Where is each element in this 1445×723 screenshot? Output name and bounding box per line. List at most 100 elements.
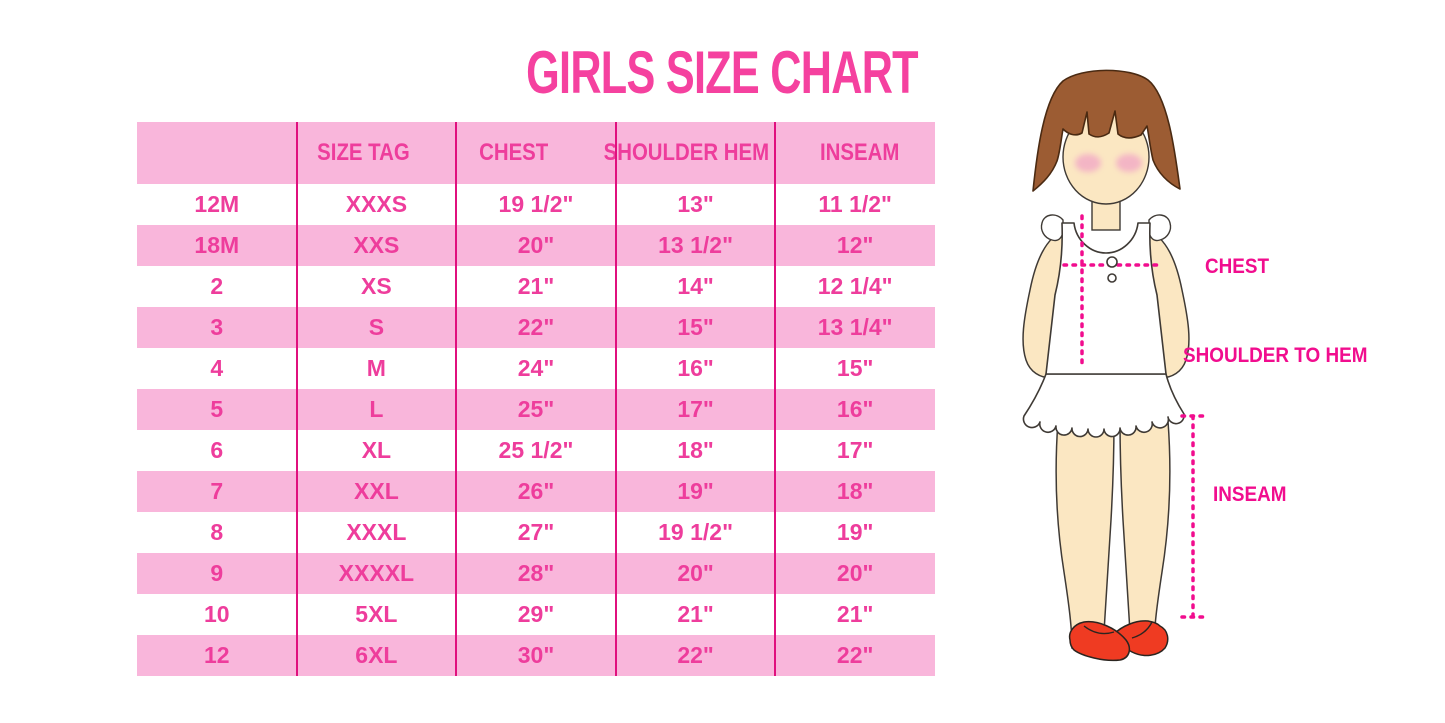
table-cell: 18M	[194, 232, 240, 258]
table-row: 18M XXS 20" 13 1/2" 12"	[137, 225, 935, 266]
table-cell: 18"	[836, 478, 874, 504]
table-cell: 22"	[517, 314, 555, 340]
table-row: 4 M 24" 16" 15"	[137, 348, 935, 389]
table-row: 9 XXXXL 28" 20" 20"	[137, 553, 935, 594]
skirt	[1022, 373, 1185, 438]
table-cell: 6XL	[355, 642, 398, 668]
table-cell: 12	[204, 642, 230, 668]
left-shoe	[1068, 620, 1131, 662]
page-title-text: GIRLS SIZE CHART	[526, 39, 919, 106]
table-cell: 20"	[836, 560, 874, 586]
table-cell: 12"	[836, 232, 874, 258]
table-cell: XXXXL	[338, 560, 415, 586]
table-cell: 28"	[517, 560, 555, 586]
header-cell: CHEST	[479, 139, 549, 166]
table-cell: 14"	[677, 273, 714, 299]
table-cell: 12 1/4"	[817, 273, 893, 299]
left-blush	[1075, 154, 1101, 172]
table-cell: 9	[210, 560, 224, 586]
table-cell: 20"	[517, 232, 555, 258]
hair	[1032, 69, 1181, 192]
table-cell: 10	[204, 601, 230, 627]
chest-label: CHEST	[1205, 255, 1270, 278]
table-row: 12 6XL 30" 22" 22"	[137, 635, 935, 676]
page-title: GIRLS SIZE CHART	[0, 38, 1445, 107]
table-cell: 27"	[517, 519, 555, 545]
girls-size-table: SIZE TAG CHEST SHOULDER HEM INSEAM 12M X…	[137, 122, 935, 676]
table-cell: 17"	[677, 396, 714, 422]
table-cell: XS	[361, 273, 392, 299]
girl-illustration	[1022, 69, 1207, 662]
table-row: 8 XXXL 27" 19 1/2" 19"	[137, 512, 935, 553]
table-row: 10 5XL 29" 21" 21"	[137, 594, 935, 635]
inseam-label: INSEAM	[1213, 483, 1287, 506]
table-cell: 25"	[517, 396, 555, 422]
table-cell: M	[366, 355, 386, 381]
table-cell: 19 1/2"	[498, 191, 574, 217]
left-shoulder-ruffle	[1040, 214, 1064, 242]
table-cell: 8	[210, 519, 224, 545]
table-cell: XXL	[354, 478, 399, 504]
table-cell: 15"	[677, 314, 714, 340]
table-cell: 7	[210, 478, 224, 504]
table-cell: 20"	[677, 560, 714, 586]
table-cell: 4	[210, 355, 224, 381]
table-cell: XXXL	[346, 519, 407, 545]
column-separator	[614, 122, 617, 676]
right-shoulder-ruffle	[1148, 214, 1172, 242]
table-cell: 13"	[677, 191, 714, 217]
table-cell: 16"	[677, 355, 714, 381]
table-cell: 30"	[517, 642, 555, 668]
column-separator	[455, 122, 458, 676]
table-cell: 5	[210, 396, 224, 422]
table-cell: 26"	[517, 478, 555, 504]
right-leg	[1119, 420, 1171, 649]
header-cell	[137, 122, 288, 184]
table-row: 6 XL 25 1/2" 18" 17"	[137, 430, 935, 471]
table-cell: XXXS	[345, 191, 408, 217]
table-cell: 17"	[836, 437, 874, 463]
table-cell: 15"	[836, 355, 874, 381]
bottom-button	[1107, 273, 1117, 283]
table-cell: XL	[361, 437, 392, 463]
table-cell: 3	[210, 314, 224, 340]
table-cell: 22"	[836, 642, 874, 668]
table-cell: 16"	[836, 396, 874, 422]
table-cell: 18"	[677, 437, 714, 463]
tank-top	[1045, 222, 1167, 375]
table-cell: 24"	[517, 355, 555, 381]
left-leg	[1055, 420, 1115, 649]
table-cell: 19"	[836, 519, 874, 545]
table-cell: 21"	[677, 601, 714, 627]
right-shoe-strap	[1131, 621, 1153, 639]
table-row: 12M XXXS 19 1/2" 13" 11 1/2"	[137, 184, 935, 225]
header-cell: SHOULDER HEM	[604, 139, 770, 166]
table-cell: 11 1/2"	[818, 191, 892, 217]
table-row: 3 S 22" 15" 13 1/4"	[137, 307, 935, 348]
table-cell: L	[369, 396, 384, 422]
table-cell: S	[368, 314, 385, 340]
top-button	[1106, 256, 1118, 268]
table-row: 5 L 25" 17" 16"	[137, 389, 935, 430]
table-cell: 19"	[677, 478, 714, 504]
column-separator	[295, 122, 298, 676]
table-header-row: SIZE TAG CHEST SHOULDER HEM INSEAM	[137, 122, 935, 184]
header-cell: INSEAM	[819, 139, 900, 166]
column-separator	[774, 122, 777, 676]
table-row: 7 XXL 26" 19" 18"	[137, 471, 935, 512]
table-cell: XXS	[353, 232, 400, 258]
table-cell: 21"	[836, 601, 874, 627]
table-cell: 21"	[517, 273, 555, 299]
header-cell: SIZE TAG	[316, 139, 410, 166]
table-cell: 12M	[194, 191, 240, 217]
left-shoe-strap	[1083, 625, 1115, 635]
table-row: 2 XS 21" 14" 12 1/4"	[137, 266, 935, 307]
girl-measurement-diagram: CHEST SHOULDER TO HEM INSEAM	[1000, 60, 1445, 723]
table-cell: 13 1/4"	[817, 314, 893, 340]
right-blush	[1116, 154, 1142, 172]
table-cell: 2	[210, 273, 224, 299]
table-cell: 19 1/2"	[658, 519, 733, 545]
table-cell: 5XL	[355, 601, 398, 627]
table-cell: 29"	[517, 601, 555, 627]
